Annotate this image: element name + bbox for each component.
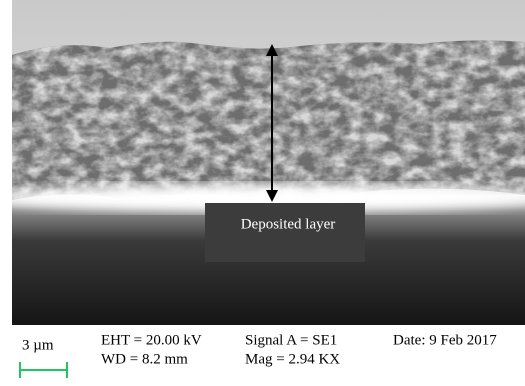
mag: Mag = 2.94 KX bbox=[245, 351, 340, 367]
date: Date: 9 Feb 2017 bbox=[393, 332, 497, 348]
layer-texture bbox=[12, 40, 525, 200]
wd: WD = 8.2 mm bbox=[101, 351, 188, 367]
scale-label: 3 µm bbox=[22, 337, 54, 353]
signal: Signal A = SE1 bbox=[245, 332, 337, 348]
eht: EHT = 20.00 kV bbox=[101, 332, 202, 348]
annotation-label: Deposited layer bbox=[241, 216, 336, 232]
sem-micrograph: Deposited layer 3 µm EHT = 20.00 kV WD =… bbox=[0, 0, 525, 386]
annotation-box bbox=[205, 203, 365, 262]
